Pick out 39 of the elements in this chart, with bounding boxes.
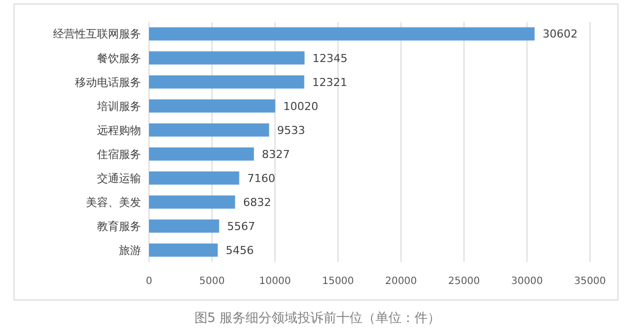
data-label: 5456 [226,244,254,257]
y-tick-label: 教育服务 [97,220,141,233]
x-tick-label: 30000 [511,276,543,287]
bar [149,51,305,65]
y-tick-label: 经营性互联网服务 [53,28,141,41]
bar [149,219,220,233]
y-tick-label: 餐饮服务 [97,52,141,65]
data-label: 8327 [262,148,290,161]
text: 图5 服务细分领域投诉前十位（单位：件） [194,311,441,326]
y-tick-label: 交通运输 [97,172,141,185]
bar [149,99,276,113]
x-tick-label: 5000 [199,276,225,287]
y-tick-label: 美容、美发 [86,196,141,209]
data-label: 12345 [312,52,348,65]
data-label: 7160 [247,172,276,185]
bar [149,123,270,137]
bar [149,75,304,89]
data-label: 9533 [277,124,306,137]
data-label: 30602 [542,28,578,41]
x-tick-label: 10000 [259,276,291,287]
y-tick-label: 培训服务 [96,100,141,113]
y-tick-label: 住宿服务 [97,148,141,161]
x-tick-label: 35000 [574,276,606,287]
bar [149,195,236,209]
data-label: 10020 [283,100,318,113]
bar [149,244,218,257]
bar [149,147,254,161]
x-tick-label: 0 [146,276,152,287]
y-tick-label: 移动电话服务 [75,76,141,89]
bar [149,27,535,40]
x-tick-label: 20000 [385,276,417,287]
bar [149,171,240,185]
data-label: 12321 [312,76,348,89]
x-tick-label: 25000 [448,276,480,287]
data-label: 5567 [227,220,256,233]
y-tick-label: 旅游 [119,244,141,257]
x-tick-label: 15000 [322,276,354,287]
data-label: 6832 [243,196,272,209]
y-tick-label: 远程购物 [97,124,141,137]
